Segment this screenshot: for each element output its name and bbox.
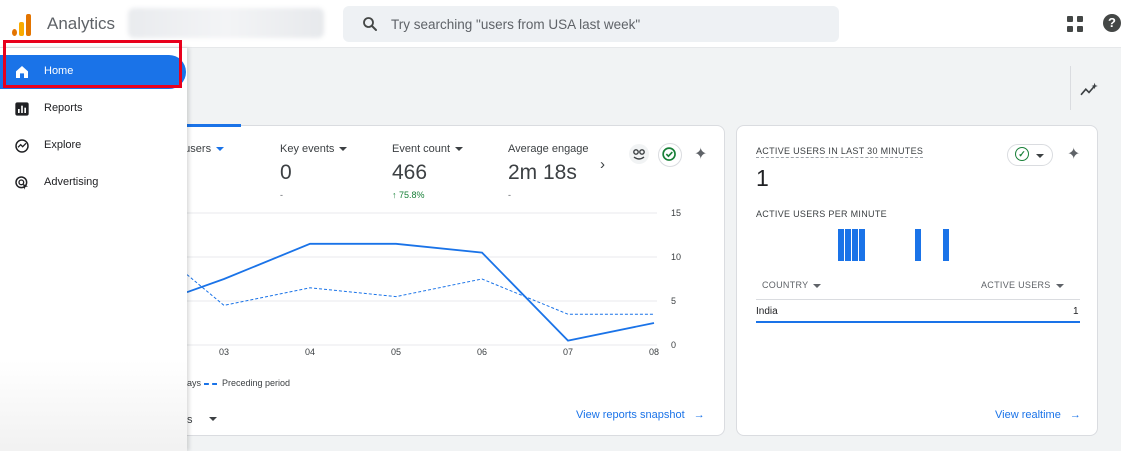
metric-delta: ↑ 75.8% <box>392 190 425 200</box>
table-cell-country: India <box>756 306 778 317</box>
arrow-right-icon: → <box>1069 409 1081 421</box>
apps-grid-icon[interactable] <box>1067 16 1083 32</box>
x-tick-label: 04 <box>305 347 316 357</box>
realtime-minute-bar <box>915 229 921 261</box>
x-tick-label: 05 <box>391 347 402 357</box>
analytics-logo-icon[interactable] <box>12 12 34 36</box>
y-tick-label: 10 <box>671 252 682 262</box>
explore-icon <box>15 139 29 153</box>
chevron-down-icon <box>1036 154 1044 158</box>
search-bar[interactable]: Try searching "users from USA last week" <box>343 6 839 42</box>
legend-previous-label: Preceding period <box>222 378 291 388</box>
realtime-card <box>736 125 1098 436</box>
sidebar-item-explore[interactable]: Explore <box>0 129 186 163</box>
x-tick-label: 03 <box>219 347 230 357</box>
trend-chart <box>187 212 657 346</box>
advertising-icon <box>15 176 28 190</box>
x-tick-label: 08 <box>649 347 660 357</box>
reports-highlight-box <box>3 40 182 88</box>
metric-value: 2m 18s <box>508 161 577 184</box>
column-header-active-users[interactable]: ACTIVE USERS <box>981 280 1064 290</box>
chevron-down-icon <box>455 147 464 152</box>
realtime-active-users-value: 1 <box>756 165 769 191</box>
overview-card <box>160 125 725 436</box>
realtime-minute-bar <box>859 229 865 261</box>
table-header-divider <box>756 299 1080 300</box>
arrow-right-icon: → <box>693 409 705 421</box>
metric-value: 466 <box>392 161 428 184</box>
check-circle-icon <box>662 147 676 161</box>
metric-delta: - <box>508 190 511 200</box>
realtime-minute-bar <box>852 229 858 261</box>
realtime-per-minute-label: ACTIVE USERS PER MINUTE <box>756 209 887 219</box>
series-line-preceding <box>187 274 654 315</box>
view-reports-snapshot-link[interactable]: View reports snapshot → <box>576 409 705 421</box>
sidebar-item-label: Home <box>44 65 74 77</box>
date-range-label: s <box>187 414 193 426</box>
comparison-icon[interactable] <box>628 143 650 165</box>
metric-value: 0 <box>280 161 292 184</box>
y-tick-label: 5 <box>671 296 677 306</box>
search-icon <box>363 17 377 31</box>
y-tick-label: 15 <box>671 208 682 218</box>
metric-average-engagement[interactable]: Average engage 2m 18s - <box>508 143 589 200</box>
metric-label: Average engage <box>508 143 589 155</box>
realtime-minute-bar <box>943 229 949 261</box>
account-selector[interactable] <box>128 8 324 38</box>
table-cell-active-users: 1 <box>1073 306 1079 317</box>
metric-event-count[interactable]: Event count 466 ↑ 75.8% <box>392 143 464 200</box>
top-bar: Analytics Try searching "users from USA … <box>0 0 1121 48</box>
next-metrics-icon[interactable]: › <box>600 156 605 173</box>
view-realtime-link[interactable]: View realtime → <box>995 409 1081 421</box>
legend-current-label: ays <box>187 378 202 388</box>
help-icon[interactable]: ? <box>1103 14 1121 32</box>
sidebar-fade <box>0 360 187 451</box>
sidebar-item-label: Reports <box>44 102 83 114</box>
header-divider <box>1070 66 1071 110</box>
metric-label: Key events <box>280 143 348 155</box>
reports-icon <box>15 102 29 116</box>
sparkle-icon[interactable]: ✦ <box>694 146 708 163</box>
sidebar-item-label: Advertising <box>44 176 99 188</box>
realtime-status-dropdown[interactable]: ✓ <box>1007 144 1053 166</box>
active-tab-indicator <box>187 124 241 127</box>
column-header-country[interactable]: COUNTRY <box>762 280 822 290</box>
legend-previous-swatch <box>204 383 217 385</box>
y-tick-label: 0 <box>671 340 677 350</box>
metric-label: Event count <box>392 143 464 155</box>
sidebar-item-home[interactable]: Home <box>0 55 186 89</box>
chevron-down-icon <box>216 147 225 152</box>
sidebar-item-reports[interactable]: Reports <box>0 92 186 126</box>
app-title[interactable]: Analytics <box>47 14 116 33</box>
chevron-down-icon <box>813 283 822 288</box>
chevron-down-icon <box>208 416 217 421</box>
chevron-down-icon <box>339 147 348 152</box>
search-input[interactable]: Try searching "users from USA last week" <box>391 17 641 32</box>
realtime-minute-bar <box>845 229 851 261</box>
date-range-selector[interactable]: s <box>187 410 217 428</box>
x-tick-label: 06 <box>477 347 488 357</box>
check-circle-icon: ✓ <box>1015 147 1029 161</box>
sidebar-item-advertising[interactable]: Advertising <box>0 166 186 200</box>
table-row-bar <box>756 321 1080 323</box>
sidebar-item-label: Explore <box>44 139 82 151</box>
metric-key-events[interactable]: Key events 0 - <box>280 143 348 200</box>
chevron-down-icon <box>1055 283 1064 288</box>
sparkle-icon[interactable]: ✦ <box>1067 146 1081 163</box>
home-icon <box>16 66 28 78</box>
status-check-button[interactable] <box>658 143 682 167</box>
realtime-title[interactable]: ACTIVE USERS IN LAST 30 MINUTES <box>756 146 924 158</box>
metric-delta: - <box>280 190 283 200</box>
insights-icon[interactable] <box>1079 82 1099 98</box>
x-tick-label: 07 <box>563 347 574 357</box>
link-label: View reports snapshot <box>576 409 685 421</box>
series-line-current <box>187 242 655 342</box>
realtime-minute-bar <box>838 229 844 261</box>
link-label: View realtime <box>995 409 1061 421</box>
